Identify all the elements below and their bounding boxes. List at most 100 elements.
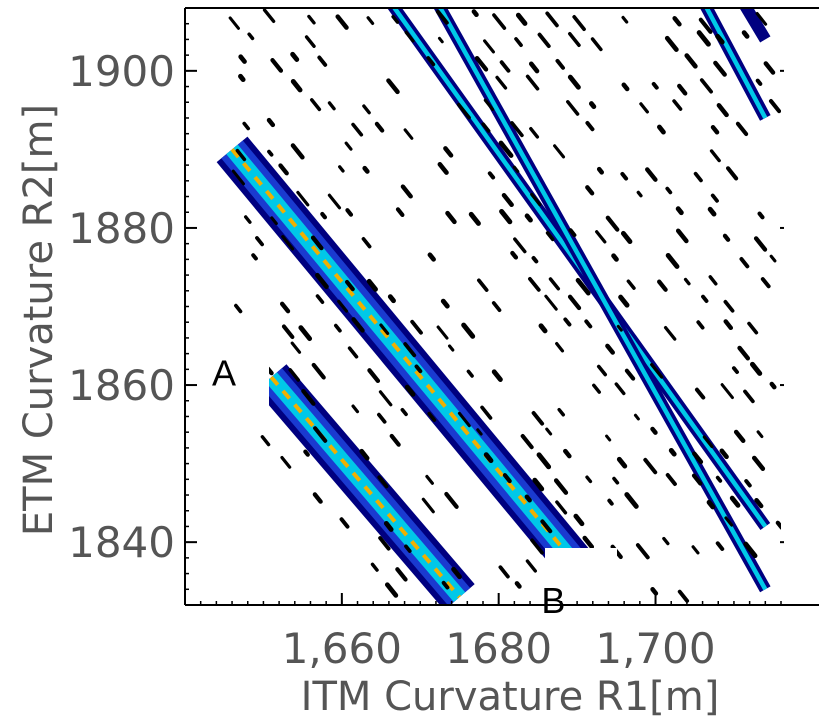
speckle-dot	[557, 407, 566, 417]
speckle-dot	[531, 411, 545, 426]
speckle-dot	[310, 235, 324, 251]
speckle-dot	[404, 384, 416, 397]
speckle-dot	[468, 211, 481, 226]
speckle-dot	[255, 236, 264, 247]
speckle-dot	[270, 216, 278, 226]
speckle-dot	[531, 256, 539, 264]
speckle-dot	[555, 58, 565, 70]
speckle-dot	[636, 190, 643, 198]
speckle-dot	[749, 361, 763, 376]
speckle-dot	[585, 475, 593, 484]
speckle-dot	[451, 566, 462, 580]
speckle-dot	[427, 411, 437, 422]
speckle-dot	[563, 317, 572, 327]
speckle-noise	[228, 8, 781, 603]
speckle-dot	[621, 82, 630, 92]
speckle-dot	[665, 186, 673, 195]
speckle-dot	[639, 102, 649, 114]
speckle-dot	[747, 321, 759, 335]
speckle-dot	[374, 121, 385, 133]
speckle-dot	[530, 538, 544, 555]
speckle-dot	[743, 541, 758, 559]
speckle-dot	[757, 211, 765, 220]
speckle-dot	[553, 144, 566, 159]
speckle-dot	[715, 541, 725, 551]
speckle-dot	[708, 275, 718, 286]
speckle-dot	[672, 99, 683, 111]
x-tick-label: 1,700	[595, 624, 715, 673]
speckle-dot	[588, 101, 597, 110]
speckle-dot	[525, 74, 540, 91]
speckle-dot	[514, 37, 523, 48]
speckle-dot	[311, 362, 326, 380]
speckle-dot	[707, 206, 717, 217]
speckle-dot	[427, 252, 436, 262]
speckle-dot	[548, 277, 561, 291]
speckle-dot	[715, 33, 725, 45]
x-tick-label: 1,660	[282, 624, 402, 673]
speckle-dot	[483, 98, 495, 111]
speckle-dot	[395, 207, 405, 218]
speckle-dot	[528, 61, 540, 74]
speckle-dot	[377, 412, 387, 424]
speckle-dot	[585, 185, 595, 196]
speckle-dot	[735, 121, 749, 137]
speckle-dot	[383, 520, 394, 532]
speckle-dot	[499, 208, 513, 225]
speckle-dot	[476, 428, 483, 436]
speckle-dot	[483, 39, 495, 54]
speckle-dot	[672, 16, 682, 27]
speckle-dot	[262, 8, 276, 24]
speckle-dot	[693, 171, 703, 183]
speckle-dot	[665, 253, 680, 269]
speckle-dot	[491, 369, 503, 382]
speckle-dot	[403, 342, 417, 358]
speckle-dot	[228, 16, 240, 30]
speckle-dot	[426, 56, 436, 67]
speckle-dot	[290, 51, 300, 62]
speckle-dot	[532, 477, 545, 492]
speckle-dot	[651, 81, 659, 90]
speckle-dot	[657, 124, 666, 135]
speckle-dot	[290, 143, 305, 160]
speckle-dot	[605, 434, 612, 442]
speckle-dot	[611, 253, 619, 262]
speckle-dot	[267, 149, 274, 157]
speckle-dot	[404, 544, 412, 553]
speckle-dot	[303, 449, 310, 457]
speckle-dot	[395, 567, 408, 582]
speckle-dot	[421, 497, 435, 514]
speckle-dot	[563, 448, 572, 459]
annotation-mask-b	[545, 548, 617, 608]
speckle-dot	[525, 559, 537, 573]
speckle-dot	[572, 15, 586, 32]
speckle-dot	[605, 343, 615, 355]
speckle-dot	[387, 294, 396, 304]
speckle-dot	[410, 319, 423, 335]
speckle-dot	[441, 580, 450, 590]
speckle-dot	[555, 500, 568, 515]
speckle-dot	[477, 278, 489, 292]
y-tick-label: 1840	[68, 518, 175, 567]
speckle-dot	[719, 448, 729, 460]
speckle-dot	[545, 231, 555, 242]
speckle-dot	[515, 12, 528, 26]
speckle-dot	[691, 545, 700, 555]
speckle-dot	[596, 166, 605, 175]
speckle-dot	[650, 426, 658, 435]
speckle-dot	[377, 475, 389, 489]
speckle-dot	[367, 368, 381, 384]
speckle-dot	[620, 230, 633, 245]
speckle-dot	[582, 535, 595, 550]
speckle-dot	[298, 325, 313, 342]
speckle-dot	[595, 230, 607, 244]
speckle-dot	[760, 277, 771, 289]
x-axis-title: ITM Curvature R1[m]	[301, 674, 720, 720]
speckle-dot	[270, 58, 284, 73]
speckle-dot	[280, 455, 292, 469]
band-3-inner	[437, 8, 768, 591]
speckle-dot	[351, 317, 365, 333]
speckle-dot	[710, 125, 720, 135]
contour-bands	[216, 8, 771, 605]
speckle-dot	[327, 193, 342, 210]
